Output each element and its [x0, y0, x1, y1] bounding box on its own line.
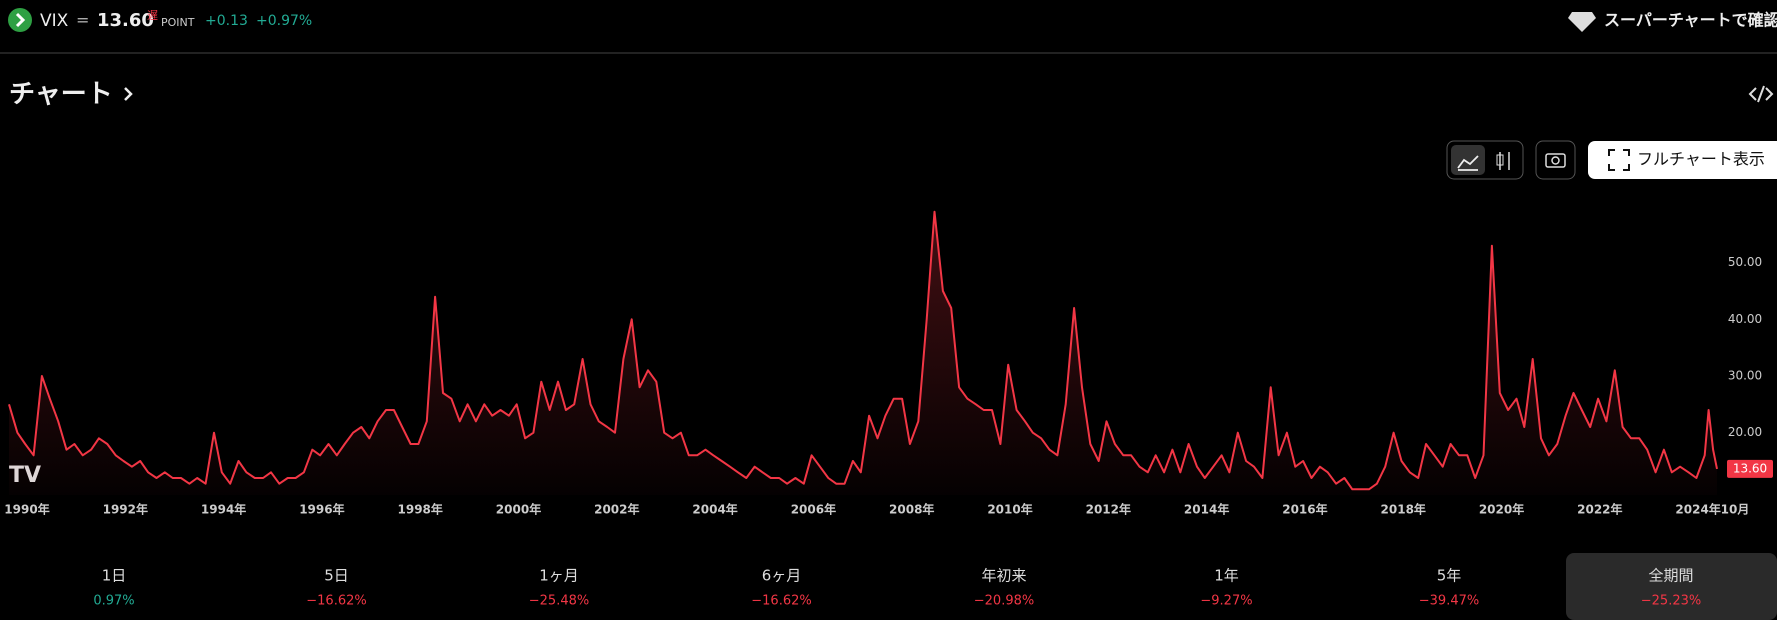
price: 13.60: [97, 10, 154, 31]
delayed-badge: 遅: [147, 9, 158, 22]
period-change: −16.62%: [306, 594, 366, 609]
x-tick-label: 1994年: [201, 502, 246, 517]
price-tag-label: 13.60: [1733, 461, 1767, 475]
area-icon: [1457, 155, 1479, 171]
icon-chevron: [15, 12, 26, 28]
period-label[interactable]: 1年: [1214, 567, 1239, 585]
x-tick-label: 2018年: [1381, 502, 1426, 517]
x-tick-label: 2000年: [496, 502, 541, 517]
camera-icon: [1545, 153, 1566, 168]
change: +0.13: [205, 13, 248, 29]
period-change: −16.62%: [751, 594, 811, 609]
x-tick-label: 2022年: [1577, 502, 1622, 517]
symbol: VIX: [40, 11, 69, 31]
chart-type-toggle: [1446, 140, 1524, 180]
x-tick-label: 2024年: [1675, 502, 1720, 517]
x-tick-label: 10月: [1721, 503, 1750, 517]
full-chart-button[interactable]: [1588, 141, 1777, 179]
section-title[interactable]: チャート: [9, 80, 113, 110]
candle-body: [1496, 154, 1504, 166]
x-tick-label: 1992年: [103, 502, 148, 517]
period-label[interactable]: 5年: [1437, 567, 1462, 585]
x-tick-label: 2002年: [594, 502, 639, 517]
separator: =: [76, 11, 89, 30]
snapshot-button[interactable]: [1535, 140, 1576, 180]
period-change: −39.47%: [1419, 594, 1479, 609]
area-button[interactable]: [1451, 145, 1485, 175]
period-label[interactable]: 5日: [324, 567, 349, 585]
change-pct: +0.97%: [256, 13, 312, 29]
period-change: −25.48%: [529, 594, 589, 609]
embed-icon[interactable]: [1748, 85, 1774, 103]
x-tick-label: 2004年: [692, 502, 737, 517]
x-tick-label: 2020年: [1479, 502, 1524, 517]
x-tick-label: 1990年: [4, 502, 49, 517]
supercharts-link[interactable]: スーパーチャートで確認: [1604, 11, 1777, 30]
x-tick-label: 2006年: [791, 502, 836, 517]
period-label[interactable]: 年初来: [981, 567, 1026, 585]
title-chevron: [124, 87, 133, 101]
x-tick-label: 1996年: [299, 502, 344, 517]
x-tick-label: 1998年: [398, 502, 443, 517]
y-tick-label: 50.00: [1728, 255, 1762, 269]
x-tick-label: 2014年: [1184, 502, 1229, 517]
unit: POINT: [161, 16, 195, 29]
period-change: −25.23%: [1641, 594, 1701, 609]
camera-lens: [1551, 156, 1560, 165]
y-tick-label: 40.00: [1728, 312, 1762, 326]
y-tick-label: 30.00: [1728, 369, 1762, 383]
area: [9, 211, 1717, 495]
period-label[interactable]: 1ヶ月: [539, 567, 579, 585]
period-change: −20.98%: [974, 594, 1034, 609]
fullscreen-icon: [1608, 149, 1630, 171]
price-tag: [1727, 459, 1773, 478]
full-chart-label[interactable]: フルチャート表示: [1637, 150, 1765, 169]
x-tick-label: 2016年: [1282, 502, 1327, 517]
y-tick-label: 20.00: [1728, 425, 1762, 439]
period-label[interactable]: 全期間: [1648, 567, 1693, 585]
x-tick-label: 2012年: [1086, 502, 1131, 517]
symbol-icon: [8, 8, 32, 32]
period-label[interactable]: 6ヶ月: [762, 567, 802, 585]
x-tick-label: 2008年: [889, 502, 934, 517]
x-tick-label: 2010年: [987, 502, 1032, 517]
line: [8, 210, 1718, 491]
period-selected-bg: [1566, 553, 1777, 620]
period-change: 0.97%: [93, 594, 134, 609]
period-change: −9.27%: [1200, 594, 1252, 609]
period-label[interactable]: 1日: [102, 567, 127, 585]
super-icon: [1568, 12, 1596, 32]
